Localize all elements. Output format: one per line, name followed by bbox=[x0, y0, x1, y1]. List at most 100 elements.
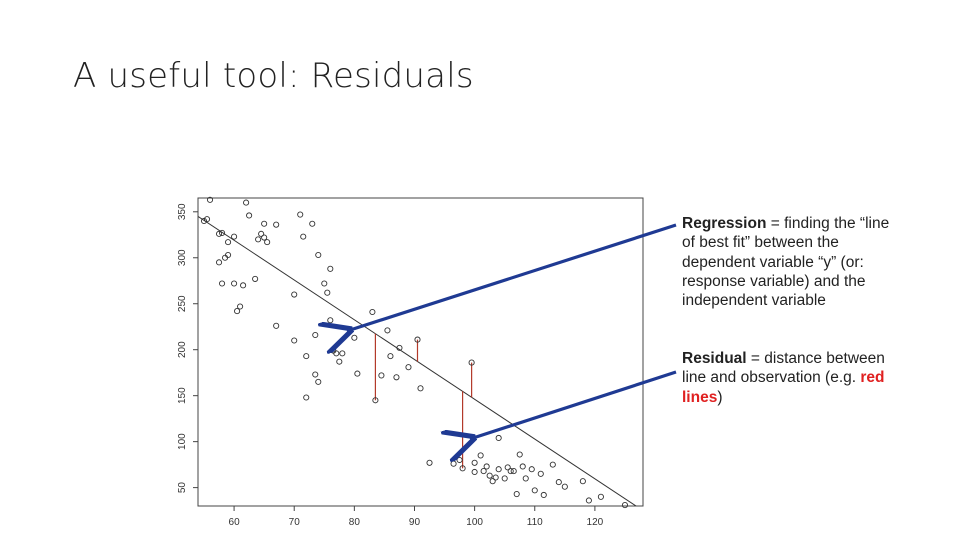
data-point bbox=[516, 451, 523, 458]
y-tick-label: 150 bbox=[177, 387, 188, 404]
data-point bbox=[519, 463, 526, 470]
x-tick-label: 80 bbox=[349, 517, 361, 528]
data-point bbox=[579, 478, 586, 485]
x-tick-label: 60 bbox=[229, 517, 241, 528]
regression-line bbox=[198, 215, 637, 506]
data-point bbox=[219, 229, 226, 236]
residual-text-before: = distance between line and observation … bbox=[682, 350, 885, 387]
data-point bbox=[215, 259, 223, 266]
data-point bbox=[315, 251, 322, 259]
data-point bbox=[387, 353, 394, 360]
data-point bbox=[561, 483, 568, 490]
data-point bbox=[522, 475, 529, 482]
y-tick-label: 50 bbox=[177, 482, 188, 494]
data-point bbox=[315, 378, 322, 385]
data-point bbox=[222, 254, 229, 261]
data-point bbox=[378, 372, 385, 379]
data-point bbox=[492, 474, 499, 481]
data-point bbox=[219, 280, 226, 287]
data-point bbox=[393, 374, 400, 381]
data-point bbox=[200, 217, 208, 225]
y-tick-label: 350 bbox=[177, 203, 188, 220]
data-point bbox=[471, 468, 478, 476]
data-point bbox=[459, 465, 466, 472]
residual-text-after: ) bbox=[717, 388, 723, 406]
data-point bbox=[231, 233, 238, 240]
residual-scatter-plot: 60 70 80 90 100 110 120 50 100 150 200 250 300 350 bbox=[177, 196, 644, 528]
x-tick-label: 70 bbox=[289, 517, 301, 528]
data-point bbox=[495, 466, 502, 473]
data-point bbox=[597, 493, 604, 500]
data-point bbox=[324, 289, 331, 296]
data-point bbox=[215, 230, 223, 237]
data-point bbox=[495, 434, 502, 442]
data-point bbox=[312, 371, 319, 378]
data-point bbox=[585, 497, 592, 504]
data-point bbox=[486, 472, 493, 479]
residual-highlight: red lines bbox=[682, 369, 885, 406]
data-point bbox=[417, 385, 424, 392]
x-tick-label: 110 bbox=[527, 517, 543, 528]
data-point bbox=[504, 464, 511, 471]
data-point bbox=[255, 236, 262, 243]
data-point bbox=[405, 364, 412, 371]
data-point bbox=[291, 337, 298, 344]
data-point bbox=[510, 468, 517, 475]
residual-term: Residual bbox=[682, 350, 747, 367]
data-point bbox=[621, 502, 629, 509]
data-point bbox=[231, 280, 238, 287]
data-point bbox=[396, 344, 403, 351]
data-point bbox=[225, 239, 232, 246]
data-point bbox=[537, 470, 544, 477]
data-point bbox=[483, 463, 490, 470]
data-point bbox=[297, 211, 304, 218]
data-point bbox=[540, 491, 547, 499]
residual-annotation: Residual = distance between line and obs… bbox=[682, 349, 897, 407]
slide-title: A useful tool: Residuals bbox=[73, 56, 474, 96]
data-point bbox=[414, 336, 421, 343]
data-point bbox=[303, 353, 310, 360]
y-tick-label: 250 bbox=[177, 295, 188, 312]
data-point bbox=[507, 468, 514, 475]
x-tick-label: 120 bbox=[587, 517, 604, 528]
data-point bbox=[372, 397, 379, 404]
data-point bbox=[234, 308, 241, 315]
data-point bbox=[309, 220, 316, 227]
data-point bbox=[264, 239, 271, 246]
data-point bbox=[354, 370, 361, 377]
plot-frame bbox=[197, 197, 644, 507]
data-point bbox=[555, 479, 562, 486]
data-point bbox=[549, 461, 556, 468]
data-point bbox=[336, 358, 343, 365]
regression-text: = finding the “line of best fit” between… bbox=[682, 215, 890, 310]
data-point bbox=[369, 308, 376, 316]
regression-annotation: Regression = finding the “line of best f… bbox=[682, 214, 897, 310]
data-point bbox=[240, 282, 247, 289]
data-point bbox=[384, 327, 391, 334]
data-point bbox=[261, 234, 268, 241]
data-point bbox=[273, 221, 280, 228]
regression-term: Regression bbox=[682, 215, 767, 232]
data-point bbox=[246, 212, 253, 219]
data-point bbox=[243, 199, 250, 206]
data-point bbox=[531, 487, 538, 494]
data-point bbox=[513, 490, 520, 498]
y-tick-label: 100 bbox=[177, 433, 188, 450]
data-point bbox=[300, 233, 307, 240]
residual-arrow bbox=[470, 370, 677, 439]
data-point bbox=[252, 275, 259, 282]
x-tick-label: 100 bbox=[466, 517, 483, 528]
data-point bbox=[480, 468, 487, 475]
data-point bbox=[237, 303, 244, 310]
data-point bbox=[321, 280, 328, 287]
data-point bbox=[203, 216, 211, 223]
data-point bbox=[468, 359, 475, 366]
data-point bbox=[273, 322, 280, 329]
data-point bbox=[327, 265, 334, 272]
data-point bbox=[303, 394, 310, 401]
y-tick-label: 300 bbox=[177, 249, 188, 266]
data-point bbox=[501, 475, 508, 482]
data-point bbox=[489, 478, 496, 485]
data-point bbox=[261, 220, 268, 227]
